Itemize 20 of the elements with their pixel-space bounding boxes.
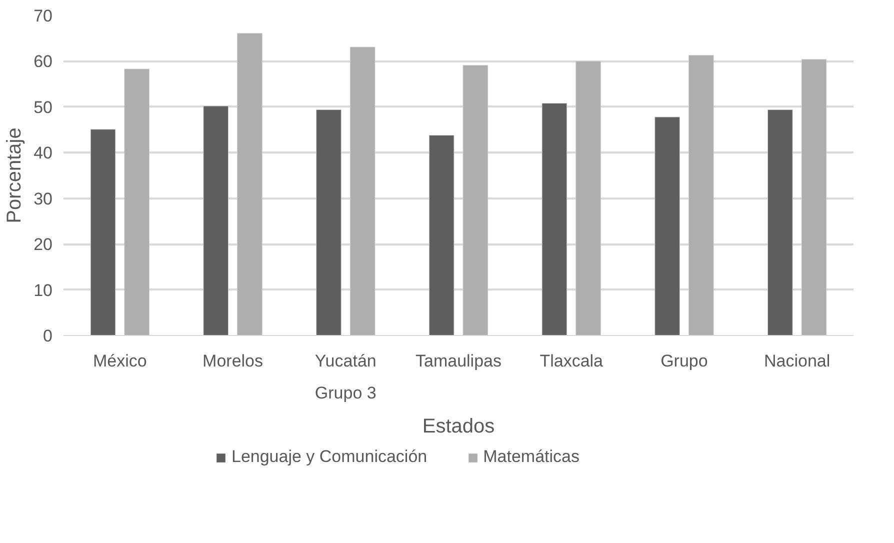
y-tick-label: 50: [34, 98, 53, 117]
x-tick-label: Tamaulipas: [416, 352, 502, 370]
y-tick-label: 70: [34, 6, 53, 26]
y-tick-label: 40: [34, 144, 53, 163]
y-axis-title: Porcentaje: [4, 128, 26, 224]
x-tick-label: Morelos: [202, 352, 264, 370]
legend-label: Matemáticas: [483, 447, 580, 467]
x-tick-label: Nacional: [764, 352, 830, 370]
y-tick-label: 10: [34, 280, 53, 300]
x-tick-label: Tlaxcala: [540, 352, 604, 370]
x-axis-title: Estados: [422, 416, 495, 438]
x-tick-label: Grupo: [660, 352, 708, 370]
legend-label: Lenguaje y Comunicación: [231, 447, 428, 467]
y-tick-label: 20: [34, 235, 53, 254]
x-tick-label: México: [93, 352, 147, 370]
x-tick-label: Yucatán: [314, 352, 376, 370]
y-tick-label: 30: [34, 189, 53, 208]
y-tick-label: 0: [43, 326, 53, 346]
y-tick-label: 60: [34, 52, 53, 72]
text: Grupo 3: [314, 384, 376, 402]
